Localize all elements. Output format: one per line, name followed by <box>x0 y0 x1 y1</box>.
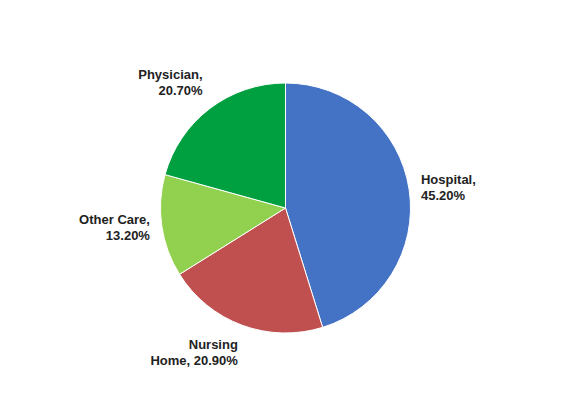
svg-text:Other Care,13.20%: Other Care,13.20% <box>79 212 150 243</box>
svg-text:Physician,20.70%: Physician,20.70% <box>138 67 203 98</box>
svg-text:NursingHome, 20.90%: NursingHome, 20.90% <box>150 337 238 368</box>
svg-text:Hospital,45.20%: Hospital,45.20% <box>421 172 476 203</box>
